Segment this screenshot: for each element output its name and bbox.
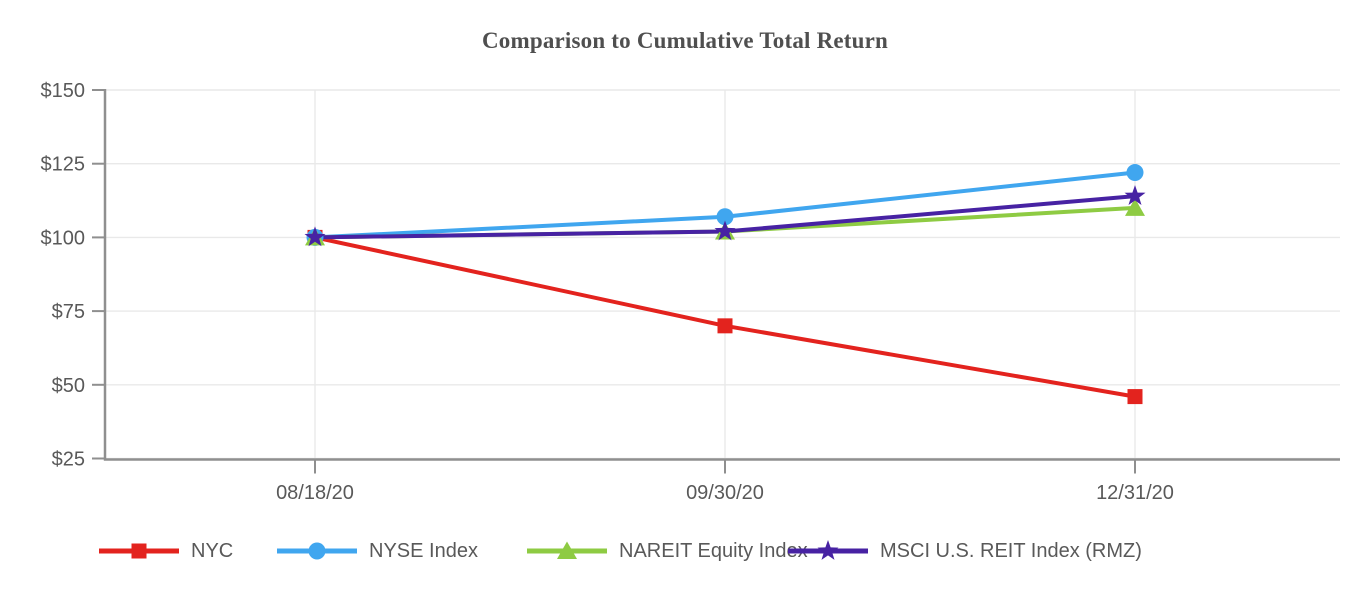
y-tick-label: $150 — [41, 80, 86, 102]
legend-swatch-circle — [277, 542, 357, 560]
legend-marker-star — [817, 540, 839, 560]
x-tick-label: 09/30/20 — [686, 482, 764, 504]
marker-nyse-index-12/31/20 — [1126, 164, 1144, 182]
legend-swatch-star — [788, 540, 868, 560]
legend-label: NYSE Index — [369, 539, 478, 562]
y-tick-label: $50 — [52, 375, 85, 397]
marker-nyc-09/30/20 — [717, 318, 733, 334]
legend-item-nyse-index: NYSE Index — [275, 538, 478, 564]
x-tick-label: 12/31/20 — [1096, 482, 1174, 504]
legend-label: NYC — [191, 539, 234, 562]
legend-item-nareit-equity-index: NAREIT Equity Index — [525, 538, 808, 564]
y-tick-label: $125 — [41, 154, 86, 176]
marker-msci-u-s-reit-index-rmz-09/30/20 — [714, 220, 736, 241]
legend-marker-square — [131, 543, 147, 559]
x-tick-label: 08/18/20 — [276, 482, 354, 504]
legend-item-nyc: NYC — [97, 538, 233, 564]
legend-label: NAREIT Equity Index — [619, 539, 808, 562]
marker-nareit-equity-index-12/31/20 — [1125, 198, 1145, 216]
marker-nyse-index-09/30/20 — [716, 208, 734, 226]
y-tick-label: $75 — [52, 301, 85, 323]
legend-swatch-square — [99, 543, 179, 559]
chart-title: Comparison to Cumulative Total Return — [481, 28, 889, 53]
marker-msci-u-s-reit-index-rmz-08/18/20 — [304, 226, 326, 247]
legend-marker-circle — [308, 542, 326, 560]
legend-label: MSCI U.S. REIT Index (RMZ) — [880, 539, 1142, 562]
marker-nyc-12/31/20 — [1127, 389, 1143, 405]
y-tick-label: $100 — [41, 227, 86, 249]
legend-marker-triangle — [557, 541, 577, 559]
legend-item-msci-us-reit-index: MSCI U.S. REIT Index (RMZ) — [786, 538, 1142, 564]
marker-msci-u-s-reit-index-rmz-12/31/20 — [1124, 185, 1146, 205]
legend-swatch-triangle — [527, 541, 607, 559]
y-tick-label: $25 — [52, 449, 85, 471]
